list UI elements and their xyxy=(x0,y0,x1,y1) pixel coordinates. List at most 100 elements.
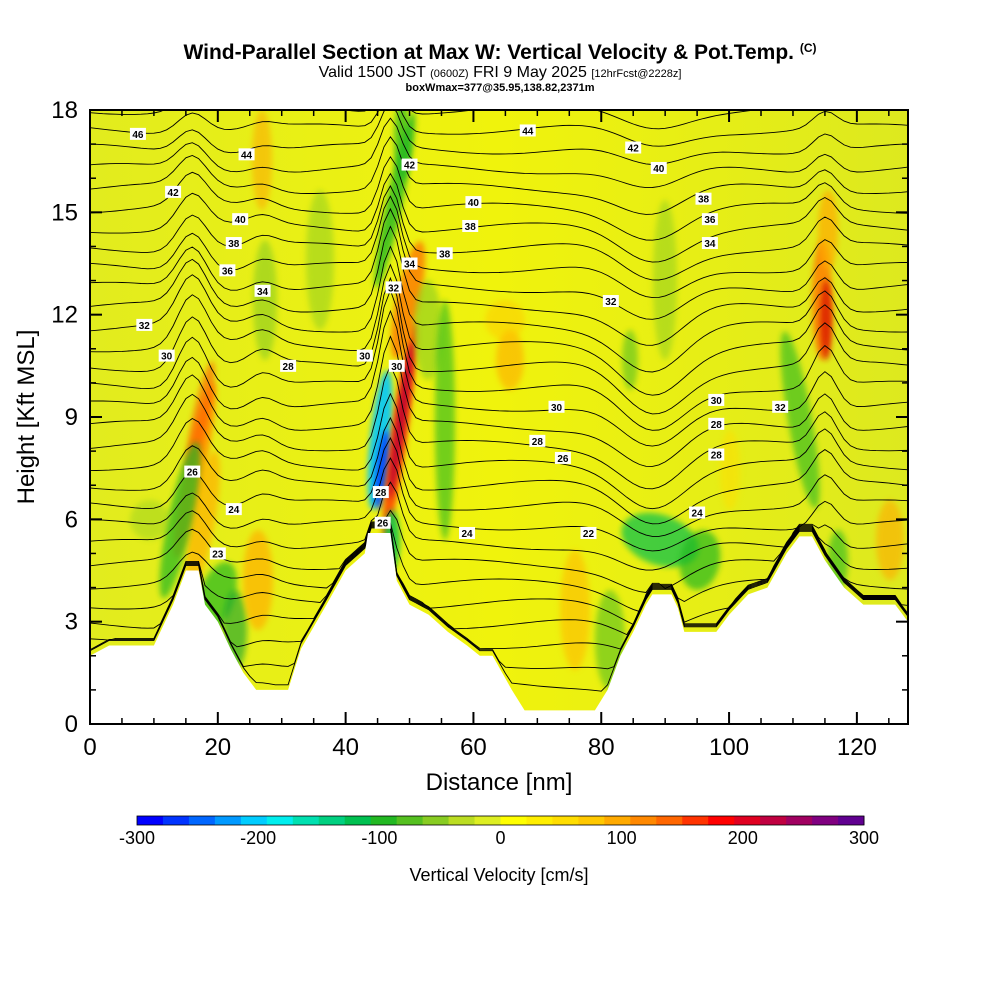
velocity-cell xyxy=(818,190,838,270)
colorbar-swatch xyxy=(604,816,631,825)
colorbar-tick-label: 300 xyxy=(849,828,879,848)
terrain-mask xyxy=(90,533,908,724)
contour-label: 46 xyxy=(129,127,146,141)
colorbar-swatch xyxy=(370,816,398,825)
contour-label-text: 36 xyxy=(704,215,716,226)
contour-label: 44 xyxy=(238,148,255,161)
theta-contour-line xyxy=(90,276,908,415)
box-info: boxWmax=377@35.95,138.82,2371m xyxy=(405,82,595,94)
contour-label-text: 26 xyxy=(377,519,389,530)
contour-label-text: 38 xyxy=(439,249,451,260)
contour-label-text: 30 xyxy=(391,362,403,373)
theta-contour-line xyxy=(90,524,908,636)
contour-label-text: 28 xyxy=(532,437,544,448)
valid-utc: (0600Z) xyxy=(430,68,469,80)
velocity-cell xyxy=(390,241,426,359)
contour-label: 42 xyxy=(165,185,182,199)
contour-label: 28 xyxy=(372,486,389,499)
theta-contour-line xyxy=(90,509,908,593)
contour-label-text: 40 xyxy=(468,198,480,209)
colorbar-tick-label: 0 xyxy=(495,828,505,848)
colorbar-swatch xyxy=(448,816,476,825)
theta-contour-line xyxy=(90,522,908,613)
contour-label: 23 xyxy=(209,547,226,560)
colorbar-swatch xyxy=(630,816,657,825)
contour-label-text: 24 xyxy=(228,505,240,516)
contour-label: 38 xyxy=(436,247,453,260)
colorbar-tick-label: -100 xyxy=(361,828,397,848)
colorbar-frame xyxy=(136,815,865,826)
theta-contours xyxy=(90,110,908,692)
contour-label: 24 xyxy=(225,503,242,516)
contour-label: 24 xyxy=(689,506,706,520)
contour-label: 28 xyxy=(708,417,725,431)
velocity-cell xyxy=(130,500,170,540)
colorbar-label: Vertical Velocity [cm/s] xyxy=(409,865,588,885)
contour-label-text: 42 xyxy=(168,188,180,199)
theta-contour-line xyxy=(90,309,908,447)
contour-label: 30 xyxy=(158,349,175,363)
theta-contour-line xyxy=(90,117,908,189)
contour-label-text: 28 xyxy=(711,451,723,462)
contour-label-text: 44 xyxy=(241,150,253,161)
theta-contour-line xyxy=(90,392,908,510)
theta-contour-line xyxy=(90,335,908,467)
colorbar-swatch xyxy=(656,816,683,825)
contour-label-text: 36 xyxy=(222,266,234,277)
contour-label-text: 34 xyxy=(404,260,416,271)
contour-label: 30 xyxy=(548,400,565,414)
contour-label-text: 32 xyxy=(139,321,151,332)
contour-labels: 46 44 42 40 38 36 34 32 30 28 26 24 23 42 40 38 38 34 32 30… xyxy=(129,124,789,560)
contour-label: 28 xyxy=(708,448,725,462)
velocity-cell xyxy=(243,530,273,630)
x-axis-label: Distance [nm] xyxy=(426,769,573,796)
colorbar-swatch xyxy=(188,816,216,825)
contour-label-text: 30 xyxy=(711,396,723,407)
y-tick-label: 3 xyxy=(65,609,78,636)
colorbar-swatch xyxy=(786,816,813,825)
colorbar-swatch xyxy=(396,816,424,825)
colorbar xyxy=(136,815,865,826)
contour-label: 26 xyxy=(374,516,391,530)
colorbar-swatch xyxy=(422,816,450,825)
y-tick-label: 0 xyxy=(65,711,78,738)
y-tick-label: 15 xyxy=(51,199,78,226)
contour-label-text: 34 xyxy=(257,287,269,298)
colorbar-tick-labels: -300 -200 -100 0 100 200 300 xyxy=(119,828,879,848)
colorbar-tick-label: 100 xyxy=(607,828,637,848)
velocity-cell xyxy=(876,500,904,580)
x-tick-label: 100 xyxy=(709,734,749,761)
chart-title: Wind-Parallel Section at Max W: Vertical… xyxy=(0,36,1000,65)
x-axis-tick-labels: 0 20 40 60 80 100 120 xyxy=(83,734,877,761)
contour-label: 38 xyxy=(225,237,242,250)
contour-label-text: 38 xyxy=(698,195,710,206)
x-tick-label: 0 xyxy=(83,734,96,761)
contour-label: 34 xyxy=(254,284,271,298)
colorbar-tick-label: 200 xyxy=(728,828,758,848)
contour-label: 30 xyxy=(388,359,405,373)
colorbar-swatch xyxy=(682,816,709,825)
x-tick-label: 120 xyxy=(837,734,877,761)
contour-label-text: 32 xyxy=(388,283,400,294)
contour-label: 22 xyxy=(580,526,597,540)
contour-label-text: 38 xyxy=(228,239,240,250)
colorbar-swatch xyxy=(344,816,372,825)
contour-label: 36 xyxy=(219,264,236,277)
velocity-cell xyxy=(820,280,832,360)
contour-label-text: 34 xyxy=(704,239,716,250)
contour-label-text: 42 xyxy=(628,144,640,155)
theta-contour-line xyxy=(90,136,908,215)
valid-prefix: Valid 1500 JST xyxy=(318,64,426,81)
colorbar-swatch xyxy=(318,816,346,825)
y-tick-label: 18 xyxy=(51,97,78,124)
theta-contour-line xyxy=(90,416,908,525)
contour-label: 26 xyxy=(554,451,571,465)
colorbar-swatch xyxy=(838,816,865,825)
plot-frame xyxy=(89,109,909,725)
velocity-cell xyxy=(367,370,393,510)
velocity-cell xyxy=(496,330,524,390)
contour-label: 34 xyxy=(401,257,418,271)
velocity-cell xyxy=(780,331,820,509)
contour-label: 32 xyxy=(385,281,402,294)
